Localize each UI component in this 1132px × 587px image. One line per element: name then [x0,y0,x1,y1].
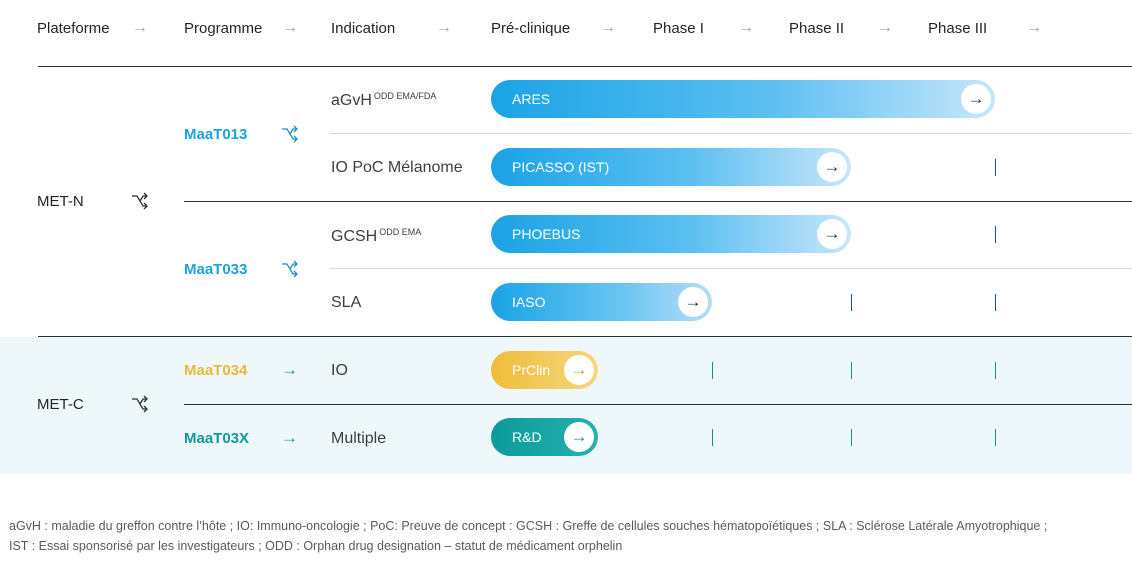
trial-label: IASO [512,294,546,310]
phase-tick [851,362,852,379]
divider-platform [38,336,1132,337]
arrow-right-circle-icon[interactable]: → [817,219,847,249]
arrow-right-icon: → [282,19,298,36]
trial-bar-iaso[interactable]: IASO → [491,283,712,321]
header-plateforme: Plateforme [37,20,110,37]
branch-icon [282,260,298,278]
arrow-right-icon: → [600,19,616,36]
indication-io: IO [331,362,348,379]
program-maat033: MaaT033 [184,261,248,278]
arrow-right-circle-icon[interactable]: → [564,355,594,385]
divider-program [184,201,1132,202]
phase-tick [851,294,852,311]
phase-tick [712,429,713,446]
branch-icon [132,395,148,413]
platform-met-c: MET-C [37,396,84,413]
header-indication: Indication [331,20,396,37]
arrow-right-circle-icon[interactable]: → [678,287,708,317]
divider-sub [330,133,1132,134]
arrow-right-circle-icon[interactable]: → [817,152,847,182]
trial-bar-ares[interactable]: ARES → [491,80,995,118]
trial-label: PHOEBUS [512,226,581,242]
trial-bar-phoebus[interactable]: PHOEBUS → [491,215,851,253]
phase-tick [995,362,996,379]
branch-icon [282,125,298,143]
header-programme: Programme [184,20,263,37]
program-maat013: MaaT013 [184,126,248,143]
indication-io-poc: IO PoC Mélanome [331,159,463,176]
phase-tick [995,226,996,243]
divider-sub [330,268,1132,269]
trial-bar-picasso[interactable]: PICASSO (IST) → [491,148,851,186]
indication-agvh: aGvH ODD EMA/FDA [331,91,437,109]
arrow-right-circle-icon[interactable]: → [961,84,991,114]
divider-program [184,404,1132,405]
arrow-right-icon: → [738,19,754,36]
header-phase-1: Phase I [653,20,704,37]
program-maat03x: MaaT03X [184,430,250,447]
arrow-right-icon: → [436,19,452,36]
indication-multiple: Multiple [331,430,387,447]
arrow-right-icon: → [281,428,298,447]
header-phase-3: Phase III [928,20,988,37]
trial-bar-prclin[interactable]: PrClin → [491,351,598,389]
phase-tick [995,294,996,311]
phase-tick [995,159,996,176]
trial-label: PICASSO (IST) [512,159,610,175]
arrow-right-icon: → [1026,19,1042,36]
indication-gcsh: GCSH ODD EMA [331,227,422,245]
trial-label: ARES [512,91,551,107]
divider-top [38,66,1132,67]
arrow-right-icon: → [281,360,298,379]
phase-tick [712,362,713,379]
phase-tick [995,429,996,446]
platform-met-n: MET-N [37,193,84,210]
footnote-line-2: IST : Essai sponsorisé par les investiga… [9,539,623,553]
trial-label: PrClin [512,362,551,378]
header-phase-2: Phase II [789,20,845,37]
arrow-right-icon: → [132,19,148,36]
trial-bar-rnd[interactable]: R&D → [491,418,598,456]
program-maat034: MaaT034 [184,362,248,379]
indication-sla: SLA [331,294,362,311]
branch-icon [132,192,148,210]
header-pre-clinique: Pré-clinique [491,20,571,37]
trial-label: R&D [512,429,542,445]
arrow-right-icon: → [877,19,893,36]
footnote-line-1: aGvH : maladie du greffon contre l’hôte … [9,519,1048,533]
arrow-right-circle-icon[interactable]: → [564,422,594,452]
phase-tick [851,429,852,446]
